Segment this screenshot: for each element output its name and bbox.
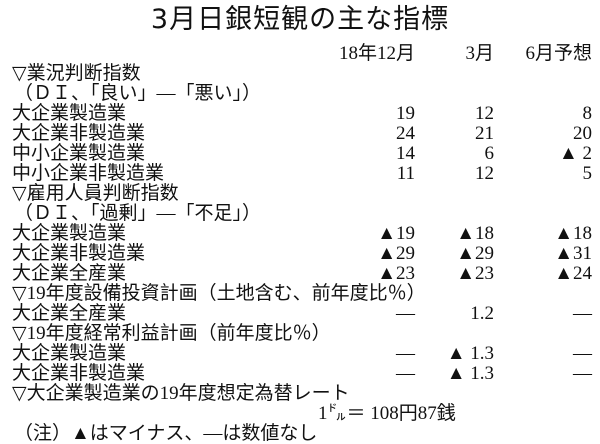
table-row: 大企業非製造業 24 21 20 (0, 124, 600, 144)
row-value: 6 (484, 143, 495, 164)
row-label: 大企業製造業 (12, 223, 127, 244)
row-value: ― (573, 303, 592, 324)
row-label: 大企業製造業 (12, 343, 127, 364)
row-value: ▲29 (377, 243, 415, 264)
table-row: ▽大企業製造業の19年度想定為替レート (0, 384, 600, 404)
row-value: ▲29 (456, 243, 494, 264)
row-value: 12 (475, 163, 494, 184)
row-label: ▽19年度経常利益計画（前年度比％） (12, 323, 331, 344)
column-headers: 18年12月 3月 6月予想 (0, 44, 600, 64)
table-row: 大企業全産業 ▲23 ▲23 ▲24 (0, 264, 600, 284)
row-value: ▲ 1.3 (446, 363, 494, 384)
table-row: 中小企業非製造業 11 12 5 (0, 164, 600, 184)
row-value: ― (573, 343, 592, 364)
row-value: 1.2 (470, 303, 494, 324)
row-label: ▽大企業製造業の19年度想定為替レート (12, 383, 350, 404)
exchange-rate-row: 1㌦＝ 108円87銭 (0, 404, 600, 424)
row-value: 14 (396, 143, 415, 164)
note: （注）▲はマイナス、―は数値なし (14, 423, 318, 444)
row-value: 5 (582, 163, 593, 184)
row-value: 19 (396, 103, 415, 124)
row-value: ▲23 (377, 263, 415, 284)
row-value: ▲ 1.3 (446, 343, 494, 364)
row-label: 中小企業非製造業 (12, 163, 165, 184)
page-title: 3月日銀短観の主な指標 (150, 4, 450, 35)
row-value: ― (396, 303, 415, 324)
table-row: 大企業非製造業 ▲29 ▲29 ▲31 (0, 244, 600, 264)
header-mar: 3月 (465, 43, 494, 64)
row-label: ▽雇用人員判断指数 (12, 183, 179, 204)
table-row: ▽19年度設備投資計画（土地含む、前年度比％） (0, 284, 600, 304)
row-label: 大企業製造業 (12, 103, 127, 124)
exchange-rate: 1㌦＝ 108円87銭 (318, 403, 456, 424)
row-label: 大企業非製造業 (12, 243, 146, 264)
row-value: ▲31 (554, 243, 592, 264)
row-value: ▲ 2 (558, 143, 592, 164)
row-value: 8 (582, 103, 593, 124)
table-row: 大企業製造業 ― ▲ 1.3 ― (0, 344, 600, 364)
row-label: （ＤＩ、「良い」―「悪い」） (14, 83, 262, 104)
row-value: ― (573, 363, 592, 384)
table-row: ▽雇用人員判断指数 (0, 184, 600, 204)
row-value: ― (396, 363, 415, 384)
row-value: 12 (475, 103, 494, 124)
row-label: 大企業非製造業 (12, 363, 146, 384)
table-row: ▽業況判断指数 (0, 64, 600, 84)
row-value: 24 (396, 123, 415, 144)
row-label: 大企業全産業 (12, 303, 127, 324)
table-row: 大企業全産業 ― 1.2 ― (0, 304, 600, 324)
table-row: （ＤＩ、「過剰」―「不足」） (0, 204, 600, 224)
table-row: 大企業製造業 19 12 8 (0, 104, 600, 124)
row-label: （ＤＩ、「過剰」―「不足」） (14, 203, 262, 224)
row-value: ▲24 (554, 263, 592, 284)
table-row: 大企業製造業 ▲19 ▲18 ▲18 (0, 224, 600, 244)
row-value: ▲18 (456, 223, 494, 244)
row-value: ― (396, 343, 415, 364)
row-label: 大企業全産業 (12, 263, 127, 284)
row-value: 21 (475, 123, 494, 144)
row-value: 11 (396, 163, 415, 184)
table-row: 大企業非製造業 ― ▲ 1.3 ― (0, 364, 600, 384)
row-label: ▽業況判断指数 (12, 63, 141, 84)
row-value: 20 (573, 123, 592, 144)
row-value: ▲23 (456, 263, 494, 284)
table-row: （ＤＩ、「良い」―「悪い」） (0, 84, 600, 104)
header-jun-forecast: 6月予想 (525, 43, 592, 64)
row-label: 中小企業製造業 (12, 143, 146, 164)
table-row: 中小企業製造業 14 6 ▲ 2 (0, 144, 600, 164)
row-label: 大企業非製造業 (12, 123, 146, 144)
row-label: ▽19年度設備投資計画（土地含む、前年度比％） (12, 283, 426, 304)
row-value: ▲18 (554, 223, 592, 244)
header-dec: 18年12月 (338, 43, 415, 64)
row-value: ▲19 (377, 223, 415, 244)
note-row: （注）▲はマイナス、―は数値なし (0, 424, 600, 444)
table-row: ▽19年度経常利益計画（前年度比％） (0, 324, 600, 344)
